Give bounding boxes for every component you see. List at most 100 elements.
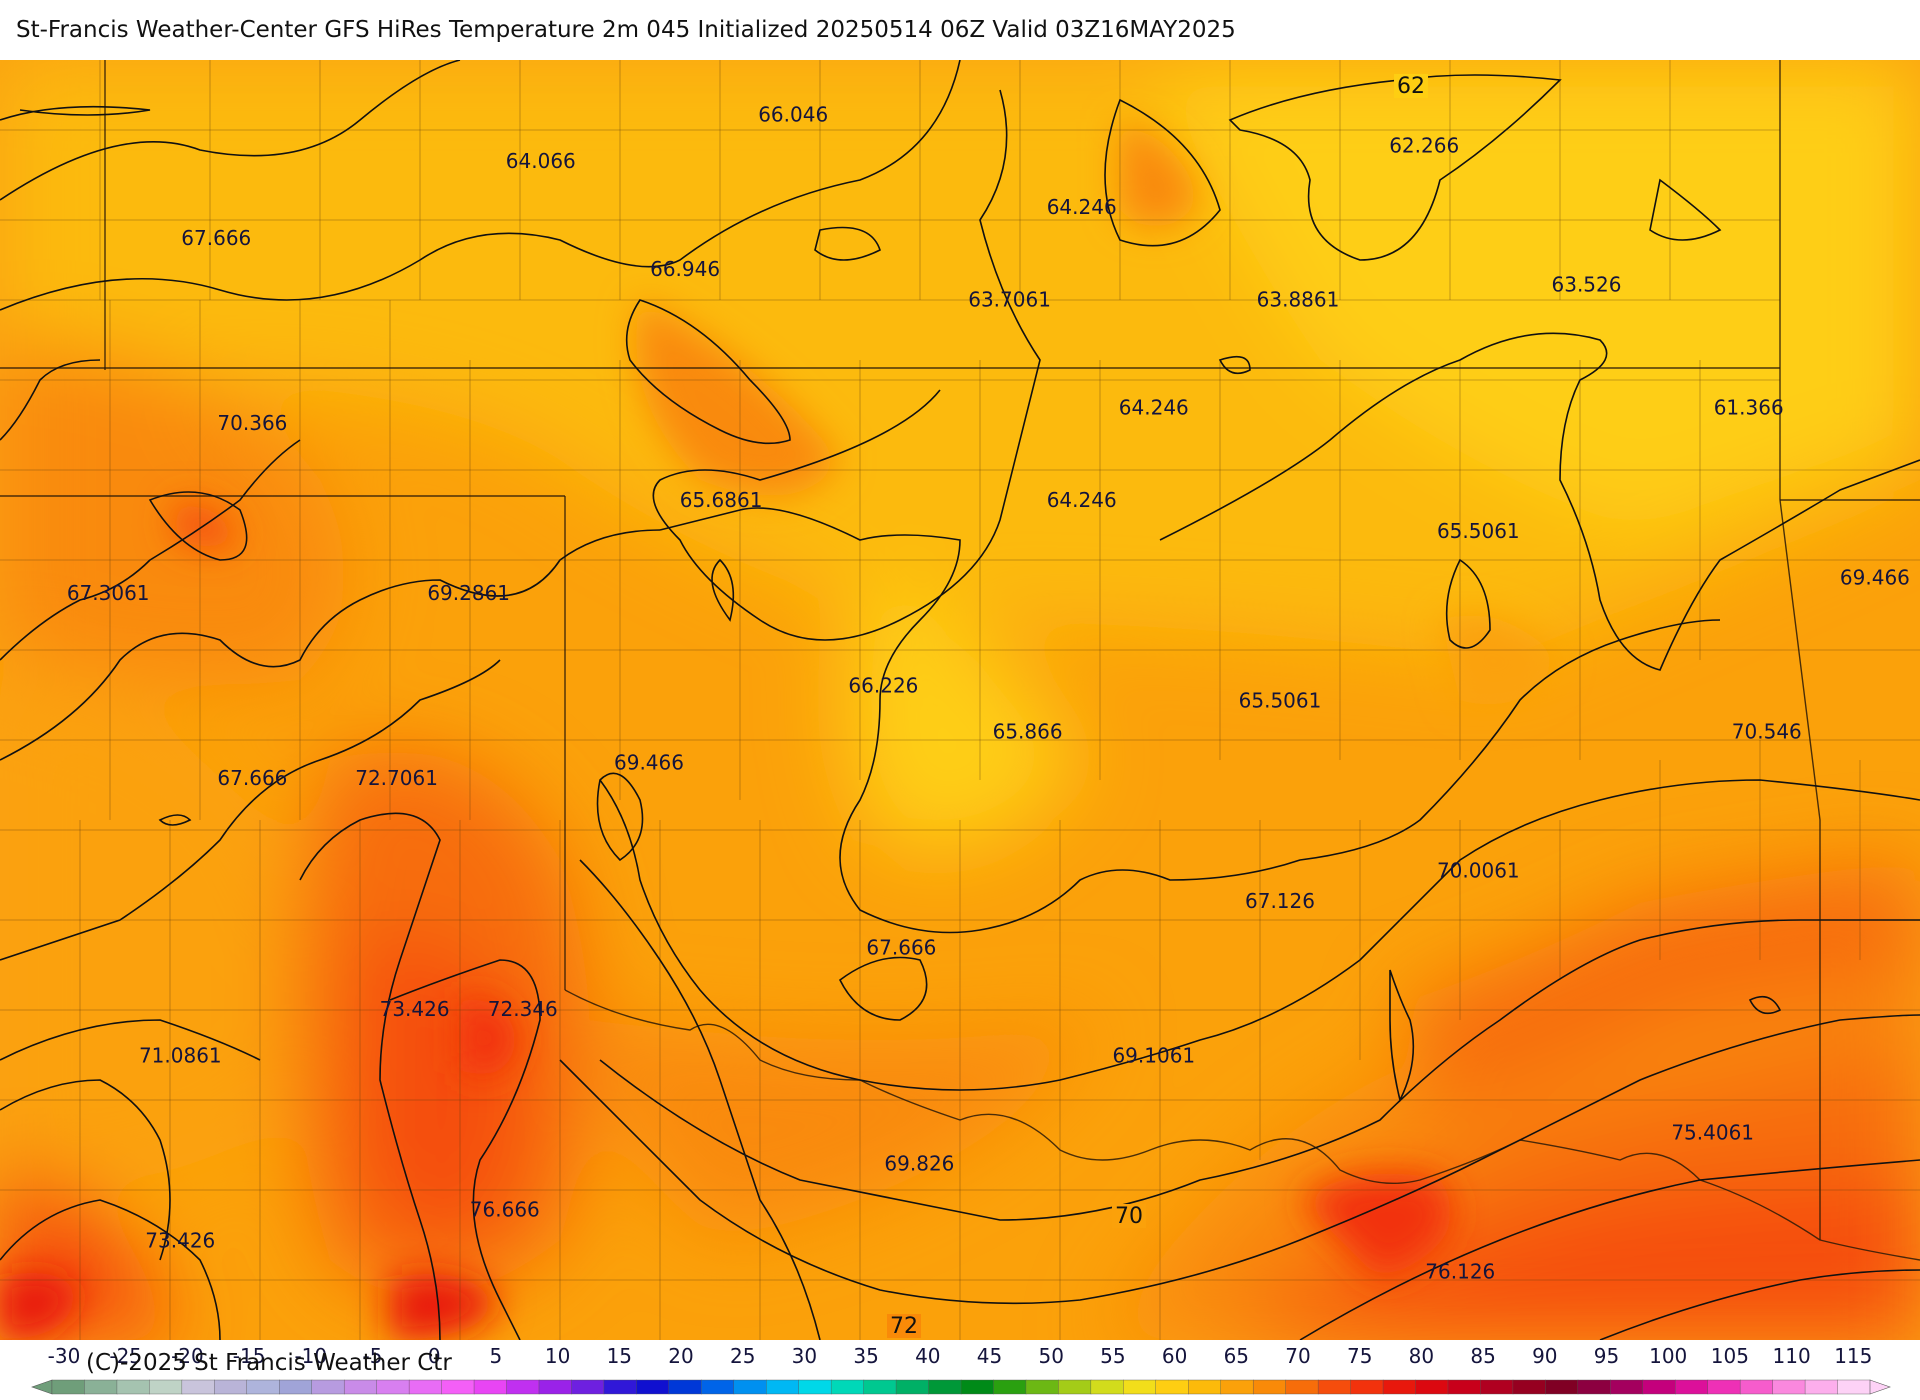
grid-value-label: 73.426	[380, 997, 450, 1021]
scale-color-swatch	[1350, 1379, 1384, 1395]
grid-value-label: 66.226	[848, 673, 918, 697]
grid-value-label: 65.5061	[1239, 689, 1322, 713]
scale-tick-label: 15	[607, 1344, 632, 1368]
grid-value-label: 67.666	[866, 936, 936, 960]
temperature-map: 62 70 72 66.04664.06667.66666.94664.2466…	[0, 60, 1920, 1340]
scale-color-swatch	[116, 1379, 150, 1395]
scale-color-swatch	[1123, 1379, 1157, 1395]
scale-color-swatch	[408, 1379, 443, 1395]
contour-label-70: 70	[1112, 1204, 1146, 1229]
scale-color-swatch	[84, 1379, 118, 1395]
scale-color-swatch	[1415, 1379, 1449, 1395]
scale-tick-label: 60	[1162, 1344, 1187, 1368]
grid-value-label: 71.0861	[139, 1043, 222, 1067]
grid-value-label: 63.8861	[1257, 288, 1340, 312]
scale-tick-label: 40	[915, 1344, 940, 1368]
grid-value-label: 69.466	[1840, 565, 1910, 589]
scale-color-swatch	[1545, 1379, 1579, 1395]
scale-color-swatch	[538, 1379, 573, 1395]
scale-color-swatch	[473, 1379, 508, 1395]
scale-tick-label: 50	[1038, 1344, 1063, 1368]
scale-tick-label: 10	[545, 1344, 570, 1368]
grid-value-label: 69.2861	[427, 581, 510, 605]
scale-color-swatch	[1382, 1379, 1417, 1395]
grid-value-label: 65.5061	[1437, 519, 1520, 543]
scale-tick-label: 115	[1834, 1344, 1872, 1368]
grid-value-label: 64.246	[1119, 396, 1189, 420]
scale-color-swatch	[1675, 1379, 1709, 1395]
scale-color-swatch	[733, 1379, 767, 1395]
scale-tick-label: -30	[48, 1344, 81, 1368]
scale-tick-label: 20	[668, 1344, 693, 1368]
scale-tick-label: -20	[171, 1344, 204, 1368]
scale-max-arrow	[1869, 1379, 1891, 1395]
scale-min-arrow	[31, 1379, 53, 1395]
scale-tick-label: 55	[1100, 1344, 1125, 1368]
grid-value-label: 70.0061	[1437, 858, 1520, 882]
grid-value-label: 76.666	[470, 1198, 540, 1222]
title-bar: St-Francis Weather-Center GFS HiRes Temp…	[0, 0, 1920, 60]
scale-color-swatch	[1837, 1379, 1871, 1395]
scale-color-swatch	[928, 1379, 962, 1395]
scale-tick-label: 85	[1470, 1344, 1495, 1368]
boundaries	[0, 60, 1920, 1340]
scale-color-swatch	[1058, 1379, 1092, 1395]
scale-color-swatch	[279, 1379, 313, 1395]
scale-tick-label: 70	[1285, 1344, 1310, 1368]
grid-value-label: 66.946	[650, 257, 720, 281]
grid-value-label: 64.066	[506, 149, 576, 173]
scale-color-swatch	[830, 1379, 865, 1395]
scale-color-swatch	[1155, 1379, 1189, 1395]
scale-color-swatch	[701, 1379, 735, 1395]
scale-color-swatch	[1610, 1379, 1644, 1395]
scale-tick-label: 25	[730, 1344, 755, 1368]
scale-tick-label: 80	[1409, 1344, 1434, 1368]
grid-value-label: 73.426	[145, 1229, 215, 1253]
grid-value-label: 72.346	[488, 997, 558, 1021]
grid-value-label: 63.7061	[968, 288, 1051, 312]
scale-color-swatch	[51, 1379, 86, 1395]
scale-tick-label: 45	[977, 1344, 1002, 1368]
grid-value-label: 76.126	[1425, 1259, 1495, 1283]
scale-color-swatch	[149, 1379, 183, 1395]
scale-tick-label: 35	[853, 1344, 878, 1368]
scale-tick-label: 110	[1773, 1344, 1811, 1368]
scale-tick-label: -25	[109, 1344, 142, 1368]
grid-value-label: 63.526	[1552, 272, 1622, 296]
scale-tick-label: 95	[1594, 1344, 1619, 1368]
scale-color-swatch	[376, 1379, 410, 1395]
scale-color-swatch	[181, 1379, 215, 1395]
scale-color-swatch	[571, 1379, 605, 1395]
grid-value-label: 67.666	[181, 226, 251, 250]
temperature-color-scale: -30 -25 -20 -15 -10 -5 0 5 10 15 20 25 30 35 40 45 50 55 6…	[0, 1340, 1920, 1400]
grid-value-label: 69.826	[884, 1151, 954, 1175]
scale-color-swatch	[603, 1379, 637, 1395]
scale-tick-label: 5	[490, 1344, 503, 1368]
scale-color-swatch	[1220, 1379, 1254, 1395]
contour-label-62: 62	[1394, 74, 1428, 99]
grid-value-label: 65.6861	[680, 488, 763, 512]
scale-color-swatch	[506, 1379, 540, 1395]
scale-color-swatch	[1285, 1379, 1319, 1395]
scale-color-swatch	[798, 1379, 832, 1395]
scale-color-swatch	[993, 1379, 1027, 1395]
scale-tick-label: 90	[1532, 1344, 1557, 1368]
scale-tick-label: -10	[294, 1344, 327, 1368]
scale-tick-label: 0	[428, 1344, 441, 1368]
scale-color-swatch	[311, 1379, 345, 1395]
grid-value-label: 67.126	[1245, 889, 1315, 913]
grid-value-label: 69.466	[614, 750, 684, 774]
svg-text:62: 62	[1397, 74, 1425, 99]
isotherm-contours	[0, 60, 1920, 1340]
scale-tick-label: -15	[233, 1344, 266, 1368]
grid-value-label: 70.546	[1732, 720, 1802, 744]
scale-color-swatch	[1252, 1379, 1287, 1395]
grid-value-label: 62.266	[1389, 134, 1459, 158]
grid-value-label: 67.666	[217, 766, 287, 790]
grid-value-label: 75.4061	[1671, 1121, 1754, 1145]
scale-color-swatch	[1707, 1379, 1741, 1395]
scale-color-swatch	[246, 1379, 280, 1395]
scale-color-swatch	[1025, 1379, 1059, 1395]
scale-tick-label: -5	[363, 1344, 383, 1368]
scale-color-swatch	[1090, 1379, 1124, 1395]
